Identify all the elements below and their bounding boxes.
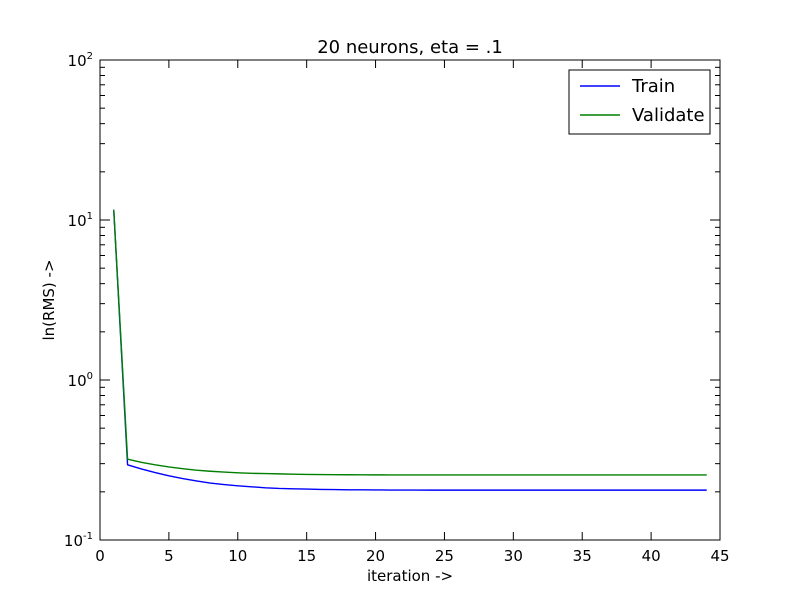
plot-area [100, 60, 720, 540]
tick-layer: 0 5 10 15 20 25 30 35 40 45 10-1 100 101 102 [64, 51, 730, 565]
y-axis-label: ln(RMS) -> [40, 259, 58, 340]
y-tick-label-10-1: 10-1 [64, 531, 93, 550]
x-tick-label-30: 30 [504, 547, 523, 565]
plot-frame [99, 59, 721, 541]
series-line-validate [113, 209, 707, 476]
legend-box [568, 69, 711, 135]
y-tick-label-10-1: 101 [68, 211, 93, 230]
y-tick-label-10-0: 100 [68, 371, 93, 390]
legend-label-train: Train [631, 76, 675, 97]
legend-label-validate: Validate [632, 105, 705, 126]
x-tick-label-40: 40 [642, 547, 661, 565]
x-tick-label-20: 20 [366, 547, 385, 565]
series-layer [113, 209, 707, 491]
x-tick-label-25: 25 [435, 547, 454, 565]
y-tick-label-10-2: 102 [68, 51, 93, 70]
x-tick-label-35: 35 [573, 547, 592, 565]
x-axis-label: iteration -> [367, 567, 453, 585]
x-tick-label-45: 45 [710, 547, 729, 565]
x-tick-label-5: 5 [164, 547, 174, 565]
legend: Train Validate [568, 69, 711, 135]
series-line-train [113, 209, 707, 491]
x-tick-label-10: 10 [228, 547, 247, 565]
chart-title: 20 neurons, eta = .1 [317, 37, 503, 58]
x-tick-label-0: 0 [95, 547, 105, 565]
x-tick-label-15: 15 [297, 547, 316, 565]
